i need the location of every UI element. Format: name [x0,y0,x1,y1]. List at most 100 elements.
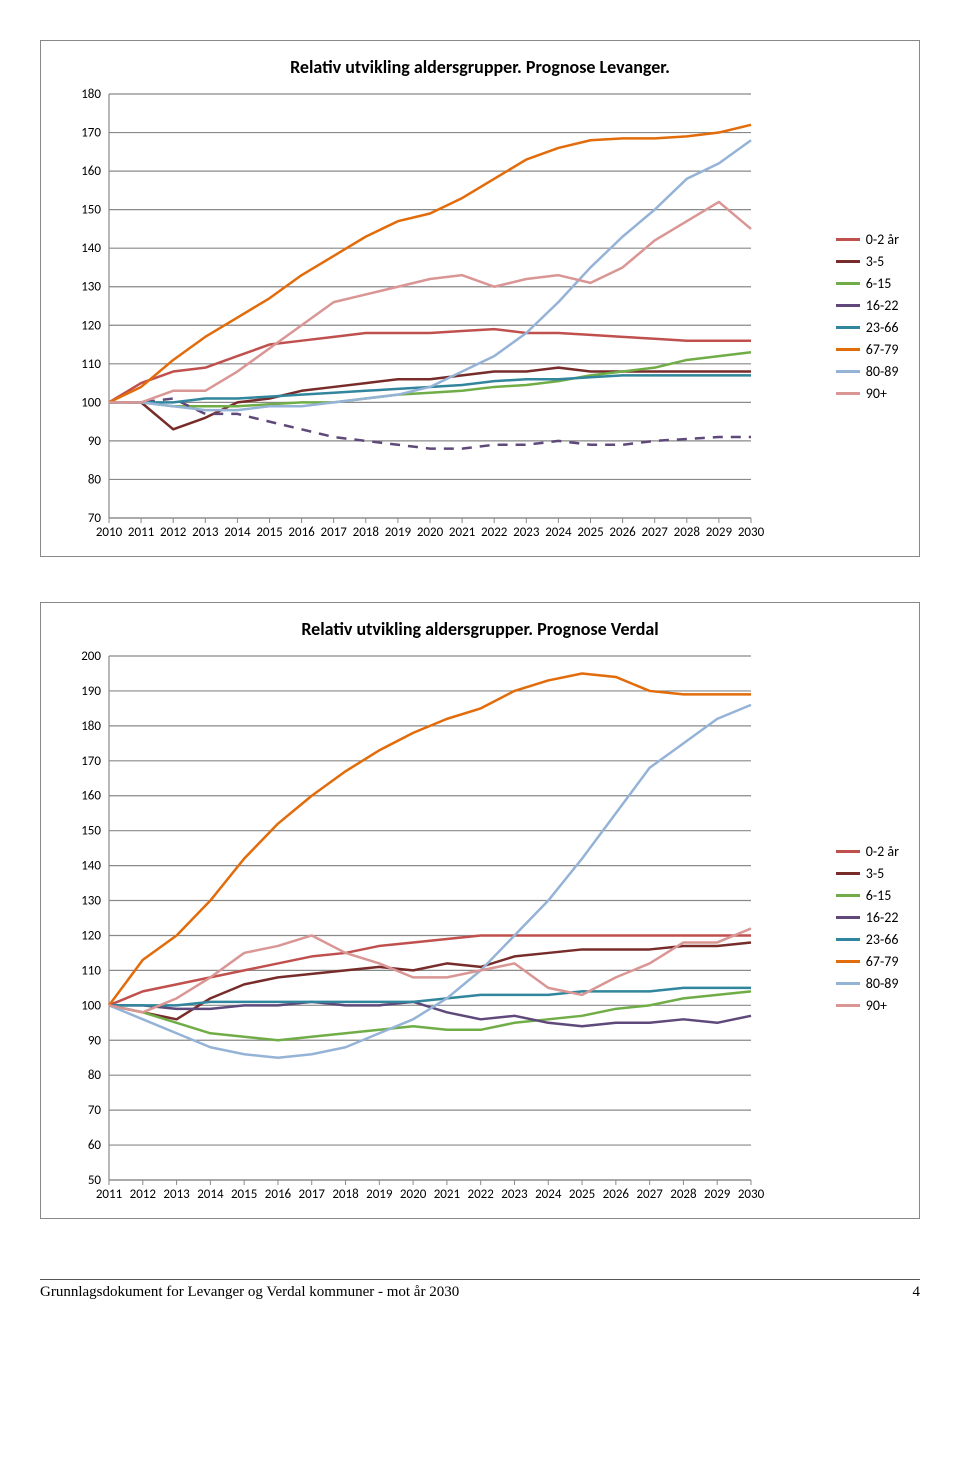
svg-text:80: 80 [88,472,102,487]
chart-levanger: Relativ utvikling aldersgrupper. Prognos… [40,40,920,557]
svg-text:2017: 2017 [299,1187,326,1202]
legend-swatch [836,348,860,351]
legend-label: 6-15 [866,887,892,904]
legend-label: 16-22 [866,909,899,926]
svg-text:130: 130 [81,894,101,909]
legend-item: 67-79 [836,339,899,359]
svg-text:80: 80 [88,1068,102,1083]
legend-label: 80-89 [866,975,899,992]
svg-text:120: 120 [81,318,101,333]
chart-svg-verdal: 5060708090100110120130140150160170180190… [61,648,816,1208]
svg-text:2011: 2011 [96,1187,122,1202]
legend-swatch [836,938,860,941]
legend-swatch [836,304,860,307]
chart-title-verdal: Relativ utvikling aldersgrupper. Prognos… [61,618,899,640]
svg-text:90: 90 [88,1033,102,1048]
svg-text:2028: 2028 [674,525,701,540]
legend-swatch [836,960,860,963]
svg-text:2020: 2020 [400,1187,427,1202]
footer-left: Grunnlagsdokument for Levanger og Verdal… [40,1284,459,1301]
legend-swatch [836,326,860,329]
legend-label: 3-5 [866,865,884,882]
legend-swatch [836,238,860,241]
legend-label: 23-66 [866,931,899,948]
chart-verdal: Relativ utvikling aldersgrupper. Prognos… [40,602,920,1219]
legend-verdal: 0-2 år 3-5 6-15 16-22 23-66 67-79 80-89 90+ [816,839,899,1017]
legend-item: 80-89 [836,973,899,993]
svg-text:160: 160 [81,164,101,179]
legend-label: 90+ [866,385,887,402]
svg-text:120: 120 [81,928,101,943]
svg-text:2018: 2018 [332,1187,359,1202]
legend-label: 67-79 [866,953,899,970]
svg-text:2012: 2012 [160,525,187,540]
svg-text:60: 60 [88,1138,102,1153]
svg-text:100: 100 [81,998,101,1013]
legend-label: 16-22 [866,297,899,314]
legend-item: 80-89 [836,361,899,381]
svg-text:2013: 2013 [192,525,219,540]
svg-text:200: 200 [81,649,101,664]
svg-text:2014: 2014 [197,1187,224,1202]
legend-item: 67-79 [836,951,899,971]
svg-text:2018: 2018 [353,525,380,540]
svg-text:2025: 2025 [577,525,603,540]
legend-item: 23-66 [836,317,899,337]
svg-text:2025: 2025 [569,1187,595,1202]
page-footer: Grunnlagsdokument for Levanger og Verdal… [40,1279,920,1301]
svg-text:2026: 2026 [609,525,636,540]
legend-item: 90+ [836,995,899,1015]
svg-text:2027: 2027 [636,1187,663,1202]
svg-text:2023: 2023 [501,1187,528,1202]
svg-text:2020: 2020 [417,525,444,540]
chart-svg-levanger: 7080901001101201301401501601701802010201… [61,86,816,546]
chart-body-verdal: 5060708090100110120130140150160170180190… [61,648,899,1208]
svg-text:180: 180 [81,719,101,734]
legend-swatch [836,370,860,373]
svg-text:2012: 2012 [130,1187,157,1202]
legend-swatch [836,282,860,285]
svg-text:2030: 2030 [738,1187,765,1202]
svg-text:2016: 2016 [288,525,315,540]
legend-item: 3-5 [836,251,899,271]
svg-text:110: 110 [81,963,101,978]
svg-text:70: 70 [88,511,102,526]
legend-item: 16-22 [836,907,899,927]
svg-text:2024: 2024 [545,525,572,540]
footer-page-number: 4 [913,1284,921,1301]
svg-text:150: 150 [81,824,101,839]
svg-text:2010: 2010 [96,525,123,540]
svg-text:90: 90 [88,434,102,449]
svg-text:2014: 2014 [224,525,251,540]
svg-text:130: 130 [81,280,101,295]
svg-text:150: 150 [81,203,101,218]
legend-label: 90+ [866,997,887,1014]
legend-swatch [836,850,860,853]
legend-item: 16-22 [836,295,899,315]
svg-text:2015: 2015 [256,525,282,540]
chart-title-levanger: Relativ utvikling aldersgrupper. Prognos… [61,56,899,78]
legend-label: 0-2 år [866,843,899,860]
legend-label: 67-79 [866,341,899,358]
legend-item: 3-5 [836,863,899,883]
svg-text:140: 140 [81,859,101,874]
legend-item: 23-66 [836,929,899,949]
svg-text:180: 180 [81,87,101,102]
svg-text:2030: 2030 [738,525,765,540]
svg-text:2022: 2022 [481,525,508,540]
svg-text:2028: 2028 [670,1187,697,1202]
legend-item: 0-2 år [836,841,899,861]
svg-text:70: 70 [88,1103,102,1118]
svg-text:2016: 2016 [265,1187,292,1202]
legend-label: 80-89 [866,363,899,380]
svg-text:2019: 2019 [366,1187,393,1202]
svg-text:140: 140 [81,241,101,256]
svg-text:2022: 2022 [468,1187,495,1202]
svg-text:2024: 2024 [535,1187,562,1202]
svg-text:170: 170 [81,754,101,769]
svg-text:2026: 2026 [603,1187,630,1202]
svg-text:2021: 2021 [434,1187,460,1202]
svg-text:2029: 2029 [704,1187,731,1202]
legend-label: 0-2 år [866,231,899,248]
svg-text:160: 160 [81,789,101,804]
